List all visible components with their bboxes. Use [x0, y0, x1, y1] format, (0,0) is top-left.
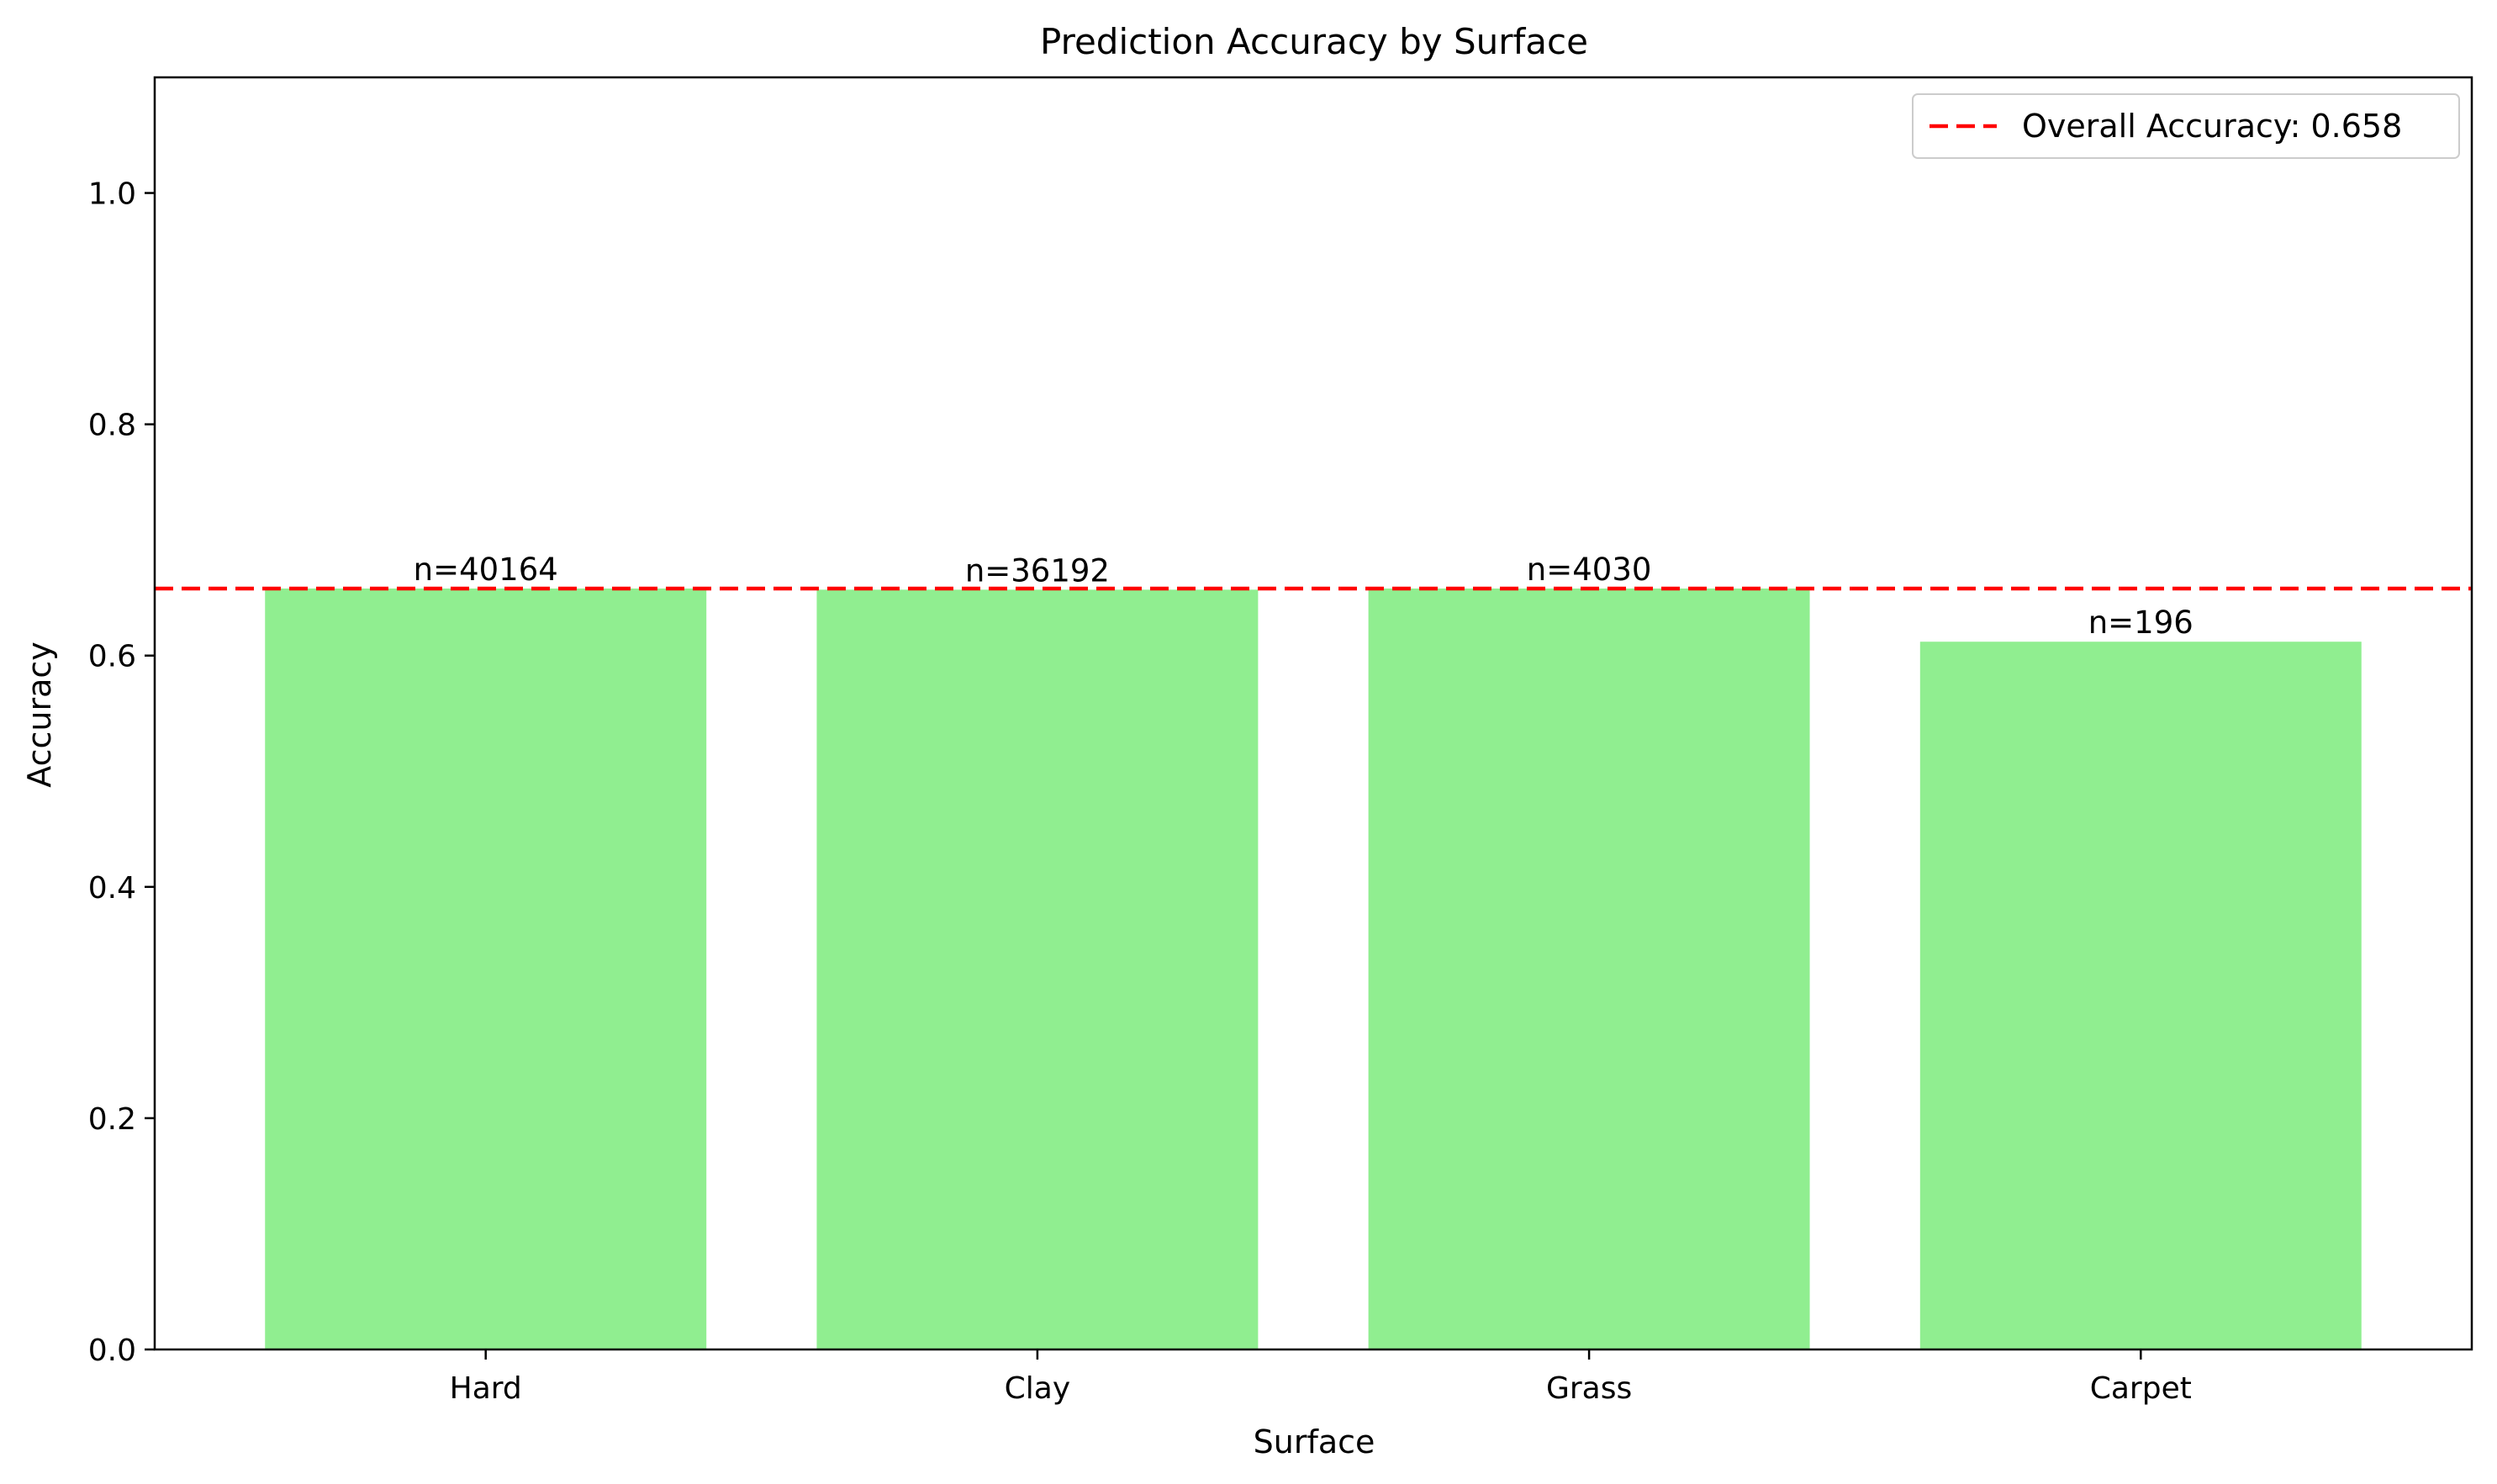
axes-group [153, 76, 2473, 1351]
y-tick-label: 0.2 [88, 1102, 136, 1137]
bars-group [265, 588, 2362, 1349]
x-tick-label-clay: Clay [1005, 1371, 1071, 1406]
y-tick-label: 0.0 [88, 1333, 136, 1368]
legend-entry-label: Overall Accuracy: 0.658 [2022, 108, 2402, 145]
y-ticks-group: 0.0 0.2 0.4 0.6 0.8 1.0 [88, 177, 155, 1368]
plot-frame [153, 76, 2473, 1351]
x-tick-label-grass: Grass [1546, 1371, 1632, 1406]
y-axis-label: Accuracy [21, 642, 58, 788]
x-ticks-group: Hard Clay Grass Carpet [450, 1349, 2192, 1406]
chart-title: Prediction Accuracy by Surface [1040, 21, 1588, 62]
bar-label-grass: n=4030 [1527, 552, 1652, 588]
y-tick-label: 1.0 [88, 177, 136, 212]
bar-grass [1368, 588, 1810, 1349]
bar-label-clay: n=36192 [965, 552, 1110, 589]
y-tick-label: 0.8 [88, 409, 136, 443]
bar-hard [265, 588, 707, 1349]
y-tick-label: 0.6 [88, 640, 136, 674]
bar-carpet [1919, 642, 2362, 1349]
legend: Overall Accuracy: 0.658 [1912, 93, 2460, 159]
bar-label-carpet: n=196 [2088, 605, 2193, 641]
x-tick-label-carpet: Carpet [2090, 1371, 2192, 1406]
x-axis-label: Surface [1254, 1423, 1375, 1460]
bar-clay [816, 589, 1259, 1349]
bar-label-hard: n=40164 [414, 552, 558, 588]
bar-labels-group: n=40164 n=36192 n=4030 n=196 [414, 552, 2193, 641]
legend-box [1912, 93, 2460, 159]
x-tick-label-hard: Hard [450, 1371, 522, 1406]
y-tick-label: 0.4 [88, 871, 136, 906]
